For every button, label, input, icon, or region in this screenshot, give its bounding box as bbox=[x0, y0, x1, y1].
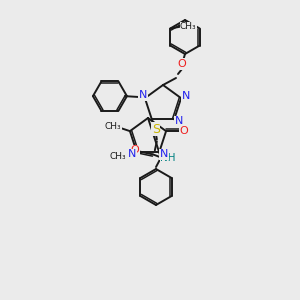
Text: CH₃: CH₃ bbox=[180, 22, 196, 31]
Text: CH₃: CH₃ bbox=[110, 152, 126, 161]
Text: N: N bbox=[160, 149, 168, 159]
Text: NH: NH bbox=[160, 153, 176, 164]
Text: O: O bbox=[178, 59, 186, 69]
Text: S: S bbox=[152, 123, 160, 136]
Text: N: N bbox=[175, 116, 183, 126]
Text: CH₃: CH₃ bbox=[105, 122, 121, 130]
Text: N: N bbox=[139, 90, 147, 100]
Text: O: O bbox=[130, 146, 139, 155]
Text: N: N bbox=[128, 149, 136, 159]
Text: N: N bbox=[182, 91, 190, 101]
Text: O: O bbox=[180, 126, 188, 136]
